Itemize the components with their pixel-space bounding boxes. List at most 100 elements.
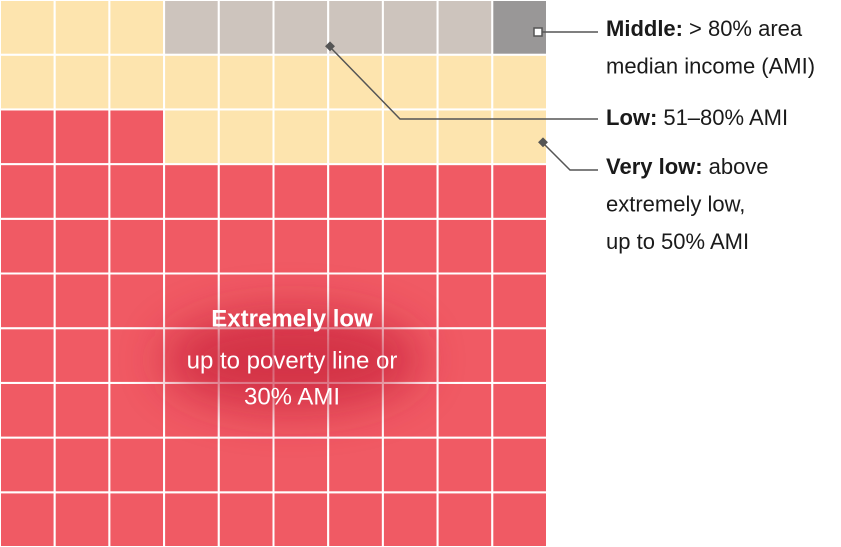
waffle-cell bbox=[0, 108, 56, 166]
inside-label: Extremely low bbox=[211, 305, 373, 332]
inside-label: 30% AMI bbox=[244, 383, 340, 410]
waffle-cell bbox=[217, 491, 275, 547]
waffle-cell bbox=[108, 436, 166, 494]
waffle-cell bbox=[108, 163, 166, 220]
label-glow bbox=[162, 310, 422, 410]
legend-desc: median income (AMI) bbox=[606, 53, 815, 78]
waffle-cell bbox=[108, 491, 166, 547]
waffle-cell bbox=[0, 0, 56, 56]
waffle-cell bbox=[381, 491, 439, 547]
waffle-cell bbox=[217, 436, 275, 494]
waffle-cell bbox=[272, 217, 330, 275]
waffle-cell bbox=[491, 491, 548, 547]
waffle-cell bbox=[436, 436, 494, 494]
waffle-cell bbox=[0, 381, 56, 439]
waffle-cell bbox=[381, 217, 439, 275]
waffle-cell bbox=[327, 53, 384, 111]
legend-label: Low: 51–80% AMI bbox=[606, 105, 788, 130]
waffle-cell bbox=[436, 327, 494, 384]
waffle-cell bbox=[53, 381, 111, 439]
waffle-cell bbox=[0, 436, 56, 494]
waffle-cell bbox=[436, 163, 494, 220]
waffle-cell bbox=[436, 53, 494, 111]
waffle-cell bbox=[217, 53, 275, 111]
waffle-cell bbox=[272, 491, 330, 547]
waffle-cell bbox=[163, 436, 220, 494]
waffle-cell bbox=[108, 108, 166, 166]
legend-label: Very low: above bbox=[606, 154, 769, 179]
waffle-cell bbox=[327, 491, 384, 547]
legend-label: Middle: > 80% area bbox=[606, 16, 803, 41]
labels: Extremely low up to poverty line or 30% AM… bbox=[187, 16, 815, 411]
waffle-cell bbox=[491, 436, 548, 494]
waffle-cell bbox=[53, 491, 111, 547]
leader-marker bbox=[533, 27, 543, 37]
waffle-cell bbox=[381, 436, 439, 494]
waffle-cell bbox=[327, 108, 384, 166]
waffle-cell bbox=[0, 53, 56, 111]
legend-desc: above bbox=[709, 154, 769, 179]
leaders bbox=[325, 27, 598, 171]
waffle-cell bbox=[53, 217, 111, 275]
waffle-cell bbox=[436, 0, 494, 56]
waffle-cell bbox=[108, 381, 166, 439]
waffle-cell bbox=[381, 163, 439, 220]
waffle-cell bbox=[436, 217, 494, 275]
waffle-cell bbox=[0, 217, 56, 275]
leader-very-low bbox=[542, 142, 598, 171]
waffle-cell bbox=[381, 108, 439, 166]
leader-low bbox=[329, 46, 598, 120]
waffle-cell bbox=[272, 108, 330, 166]
waffle-cell bbox=[491, 53, 548, 111]
waffle-cell bbox=[217, 163, 275, 220]
legend-name: Low: bbox=[606, 105, 657, 130]
waffle-cell bbox=[0, 327, 56, 384]
waffle-cell bbox=[163, 217, 220, 275]
legend-name: Middle: bbox=[606, 16, 683, 41]
waffle-cell bbox=[491, 163, 548, 220]
waffle-cell bbox=[0, 491, 56, 547]
waffle-cell bbox=[108, 0, 166, 56]
legend-desc: up to 50% AMI bbox=[606, 229, 749, 254]
waffle-cell bbox=[272, 53, 330, 111]
legend-desc: extremely low, bbox=[606, 191, 745, 216]
waffle-cell bbox=[0, 272, 56, 330]
waffle-cell bbox=[491, 108, 548, 166]
waffle-cell bbox=[327, 163, 384, 220]
waffle-cell bbox=[53, 108, 111, 166]
cells bbox=[0, 0, 548, 547]
waffle-cell bbox=[436, 108, 494, 166]
waffle-cell bbox=[381, 0, 439, 56]
waffle-cell bbox=[53, 0, 111, 56]
waffle-cell bbox=[108, 53, 166, 111]
waffle-cell bbox=[163, 108, 220, 166]
legend-desc: 51–80% AMI bbox=[663, 105, 788, 130]
waffle-cell bbox=[217, 0, 275, 56]
inside-label: up to poverty line or bbox=[187, 347, 398, 374]
waffle-cell bbox=[272, 436, 330, 494]
legend-desc: > 80% area bbox=[689, 16, 803, 41]
waffle-cell bbox=[436, 272, 494, 330]
waffle-cell bbox=[217, 217, 275, 275]
waffle-cell bbox=[491, 327, 548, 384]
waffle-cell bbox=[491, 381, 548, 439]
waffle-cell bbox=[163, 0, 220, 56]
waffle-cell bbox=[327, 217, 384, 275]
waffle-cell bbox=[163, 53, 220, 111]
waffle-cell bbox=[53, 53, 111, 111]
waffle-cell bbox=[53, 272, 111, 330]
waffle-cell bbox=[436, 381, 494, 439]
waffle-cell bbox=[163, 491, 220, 547]
waffle-cell bbox=[327, 0, 384, 56]
waffle-cell bbox=[163, 163, 220, 220]
legend-name: Very low: bbox=[606, 154, 703, 179]
waffle-cell bbox=[272, 163, 330, 220]
waffle-cell bbox=[53, 163, 111, 220]
waffle-cell bbox=[381, 53, 439, 111]
waffle-cell bbox=[381, 272, 439, 330]
waffle-cell bbox=[272, 0, 330, 56]
waffle-cell bbox=[108, 272, 166, 330]
waffle-cell bbox=[436, 491, 494, 547]
waffle-cell bbox=[53, 327, 111, 384]
